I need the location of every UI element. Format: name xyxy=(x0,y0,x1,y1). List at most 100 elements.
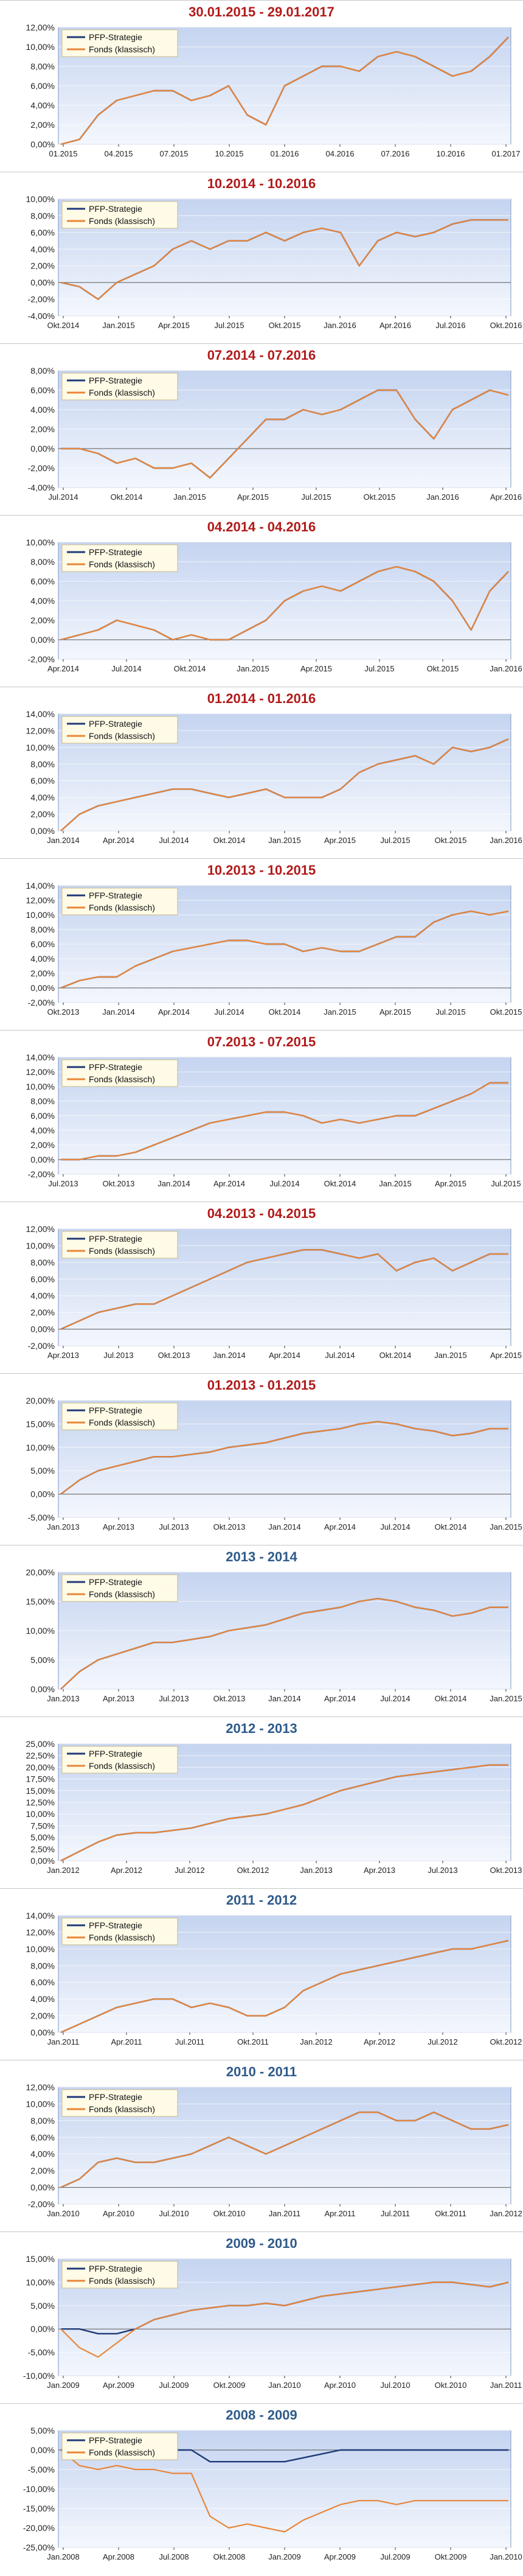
series-line-fund xyxy=(60,37,509,145)
legend-label-fund: Fonds (klassisch) xyxy=(89,731,155,741)
x-tick-label: Apr.2011 xyxy=(111,2037,142,2046)
x-tick-label: Jan.2016 xyxy=(490,836,522,845)
legend-box xyxy=(61,2089,178,2117)
x-tick-label: Okt.2009 xyxy=(435,2552,467,2561)
chart-svg: -2,00% 0,00% 2,00% 4,00% 6,00% 8,00% 10,00% Apr… xyxy=(26,537,522,673)
y-tick-label: 4,00% xyxy=(30,100,55,110)
legend-label-fund: Fonds (klassisch) xyxy=(89,1246,155,1256)
legend: PFP-Strategie Fonds (klassisch) xyxy=(61,2089,178,2117)
y-tick-label: 8,00% xyxy=(30,925,55,934)
y-tick-label: 2,00% xyxy=(30,120,55,130)
y-tick-label: 4,00% xyxy=(30,244,55,254)
x-tick-label: Jul.2011 xyxy=(175,2037,204,2046)
x-tick-label: Apr.2010 xyxy=(324,2381,356,2390)
x-tick-label: Jan.2012 xyxy=(490,2209,522,2218)
y-tick-label: 10,00% xyxy=(26,1241,55,1250)
x-tick-label: Jul.2010 xyxy=(159,2209,189,2218)
x-tick-label: Okt.2014 xyxy=(174,664,206,673)
x-tick-label: Jul.2015 xyxy=(214,321,244,330)
legend-label-strategy: PFP-Strategie xyxy=(89,891,142,900)
chart-svg: -4,00% -2,00% 0,00% 2,00% 4,00% 6,00% 8,00% 10,… xyxy=(26,194,522,330)
y-tick-label: -2,00% xyxy=(28,654,55,664)
y-tick-label: -2,00% xyxy=(28,1169,55,1179)
x-tick-label: Okt.2014 xyxy=(213,836,246,845)
y-tick-label: 8,00% xyxy=(30,366,55,376)
legend-label-strategy: PFP-Strategie xyxy=(89,204,142,214)
y-tick-label: 12,00% xyxy=(26,1067,55,1077)
chart-panel: 01.2013 - 01.2015 -5,00% 0,00% 5,00% 10,00% 1… xyxy=(0,1373,523,1545)
chart-panel: 10.2014 - 10.2016 -4,00% -2,00% 0,00% 2,00% 4… xyxy=(0,172,523,343)
y-tick-label: 5,00% xyxy=(30,1833,55,1843)
x-tick-label: Jan.2012 xyxy=(300,2037,333,2046)
y-tick-label: 12,00% xyxy=(26,895,55,905)
legend-box xyxy=(61,544,178,572)
x-tick-label: Jul.2014 xyxy=(48,492,78,502)
x-tick-label: Jan.2014 xyxy=(268,1522,301,1531)
legend: PFP-Strategie Fonds (klassisch) xyxy=(61,1917,178,1945)
legend-label-strategy: PFP-Strategie xyxy=(89,2435,142,2445)
y-tick-label: 0,00% xyxy=(30,1155,55,1164)
y-tick-label: 8,00% xyxy=(30,1096,55,1106)
y-tick-label: 20,00% xyxy=(26,1567,55,1577)
x-tick-label: Jan.2015 xyxy=(490,1522,522,1531)
y-tick-label: 0,00% xyxy=(30,1325,55,1334)
x-tick-label: Jan.2010 xyxy=(268,2381,301,2390)
y-tick-label: 6,00% xyxy=(30,939,55,949)
x-tick-label: Jul.2009 xyxy=(380,2552,410,2561)
y-tick-label: 15,00% xyxy=(26,1597,55,1606)
x-tick-label: Okt.2015 xyxy=(269,321,301,330)
chart-panel: 04.2014 - 04.2016 -2,00% 0,00% 2,00% 4,00% 6,… xyxy=(0,515,523,687)
y-tick-label: 10,00% xyxy=(26,194,55,204)
x-tick-label: Jan.2016 xyxy=(324,321,356,330)
y-tick-label: 12,00% xyxy=(26,1927,55,1937)
legend-label-fund: Fonds (klassisch) xyxy=(89,2104,155,2114)
chart-title: 2012 - 2013 xyxy=(226,1721,297,1736)
y-tick-label: 6,00% xyxy=(30,1978,55,1987)
y-tick-label: 4,00% xyxy=(30,405,55,415)
y-tick-label: 0,00% xyxy=(30,635,55,645)
x-tick-label: Apr.2013 xyxy=(103,1522,134,1531)
y-tick-label: 6,00% xyxy=(30,81,55,91)
x-tick-label: 01.2017 xyxy=(492,149,521,158)
legend: PFP-Strategie Fonds (klassisch) xyxy=(61,1402,178,1430)
x-tick-label: Apr.2015 xyxy=(490,1351,522,1360)
x-tick-label: Jan.2015 xyxy=(237,664,269,673)
x-tick-label: Jan.2012 xyxy=(47,1866,80,1875)
chart-panel: 07.2014 - 07.2016 -4,00% -2,00% 0,00% 2,00% 4… xyxy=(0,343,523,515)
x-tick-label: Jan.2015 xyxy=(434,1351,467,1360)
x-tick-label: Jul.2014 xyxy=(380,1522,410,1531)
x-tick-label: Okt.2015 xyxy=(427,664,459,673)
y-tick-label: 17,50% xyxy=(26,1774,55,1784)
y-tick-label: 4,00% xyxy=(30,1994,55,2004)
x-tick-label: Okt.2015 xyxy=(364,492,396,502)
chart-panel: 2010 - 2011 -2,00% 0,00% 2,00% 4,00% 6,00% 8,0… xyxy=(0,2060,523,2231)
y-tick-label: 12,00% xyxy=(26,726,55,735)
x-tick-label: 07.2015 xyxy=(160,149,189,158)
series-line-fund xyxy=(61,389,509,479)
chart-svg: -10,00% -5,00% 0,00% 5,00% 10,00% 15,00% Jan.2… xyxy=(23,2254,522,2390)
chart-panel: 01.2014 - 01.2016 0,00% 2,00% 4,00% 6,00% 8,0… xyxy=(0,687,523,858)
x-tick-label: Apr.2013 xyxy=(364,1866,395,1875)
y-tick-label: 8,00% xyxy=(30,557,55,567)
y-tick-label: 10,00% xyxy=(26,42,55,52)
x-tick-label: Jan.2010 xyxy=(490,2552,522,2561)
x-tick-label: Okt.2014 xyxy=(324,1179,356,1188)
x-tick-label: Jan.2013 xyxy=(47,1522,80,1531)
y-tick-label: 8,00% xyxy=(30,61,55,71)
x-tick-label: Jul.2014 xyxy=(111,664,141,673)
y-tick-label: 12,00% xyxy=(26,23,55,32)
legend-label-fund: Fonds (klassisch) xyxy=(89,1761,155,1771)
y-tick-label: -15,00% xyxy=(23,2504,55,2513)
legend-label-fund: Fonds (klassisch) xyxy=(89,2448,155,2457)
x-tick-label: Okt.2013 xyxy=(158,1351,190,1360)
chart-panel: 2009 - 2010 -10,00% -5,00% 0,00% 5,00% 10,00%… xyxy=(0,2231,523,2403)
legend: PFP-Strategie Fonds (klassisch) xyxy=(61,2432,178,2460)
legend-label-strategy: PFP-Strategie xyxy=(89,2092,142,2102)
x-tick-label: Jan.2008 xyxy=(47,2552,80,2561)
y-tick-label: 2,00% xyxy=(30,615,55,625)
legend-label-strategy: PFP-Strategie xyxy=(89,1577,142,1587)
y-tick-label: 10,00% xyxy=(26,1626,55,1636)
x-tick-label: Okt.2013 xyxy=(47,1007,80,1017)
x-tick-label: Jan.2009 xyxy=(47,2381,80,2390)
